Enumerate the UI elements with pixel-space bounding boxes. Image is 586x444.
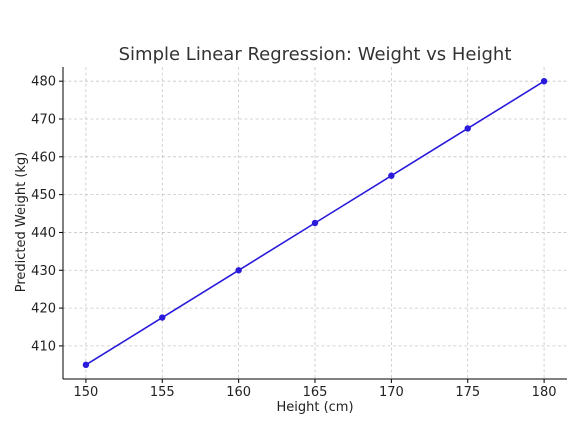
y-tick-label: 430 [31, 264, 56, 279]
data-point [464, 125, 471, 132]
y-tick: 450 [31, 188, 63, 203]
grid [63, 67, 567, 379]
y-tick: 420 [31, 302, 63, 317]
y-tick-label: 420 [31, 302, 56, 317]
y-tick-label: 480 [31, 75, 56, 90]
data-point [388, 172, 395, 179]
x-tick: 170 [379, 379, 404, 400]
y-tick: 480 [31, 75, 63, 90]
y-tick: 440 [31, 226, 63, 241]
x-tick: 175 [455, 379, 480, 400]
x-axis-label: Height (cm) [276, 400, 353, 415]
data-point [235, 267, 242, 274]
x-tick: 165 [303, 379, 328, 400]
y-tick-label: 440 [31, 226, 56, 241]
data-point [311, 219, 319, 227]
y-tick-label: 460 [31, 150, 56, 165]
y-tick: 460 [31, 150, 63, 165]
x-tick-label: 150 [73, 385, 98, 400]
y-tick: 410 [31, 339, 63, 354]
series-group [82, 77, 548, 369]
x-tick-label: 165 [303, 385, 328, 400]
y-tick: 470 [31, 113, 63, 128]
y-tick-label: 470 [31, 113, 56, 128]
x-tick: 150 [73, 379, 98, 400]
x-axis-ticks: 150 155 160 165 170 175 180 [73, 379, 557, 400]
x-tick-label: 180 [532, 385, 557, 400]
y-axis-label: Predicted Weight (kg) [14, 152, 29, 293]
y-tick-label: 410 [31, 339, 56, 354]
x-tick-label: 175 [455, 385, 480, 400]
data-point [82, 361, 90, 369]
x-tick: 155 [150, 379, 175, 400]
x-tick: 180 [532, 379, 557, 400]
data-point [540, 77, 548, 85]
x-tick-label: 155 [150, 385, 175, 400]
x-tick-label: 160 [226, 385, 251, 400]
x-tick-label: 170 [379, 385, 404, 400]
y-tick: 430 [31, 264, 63, 279]
x-tick: 160 [226, 379, 251, 400]
chart-title: Simple Linear Regression: Weight vs Heig… [119, 44, 512, 65]
y-tick-label: 450 [31, 188, 56, 203]
data-point [159, 314, 166, 321]
y-axis-ticks: 410 420 430 440 450 460 470 480 [31, 75, 63, 354]
